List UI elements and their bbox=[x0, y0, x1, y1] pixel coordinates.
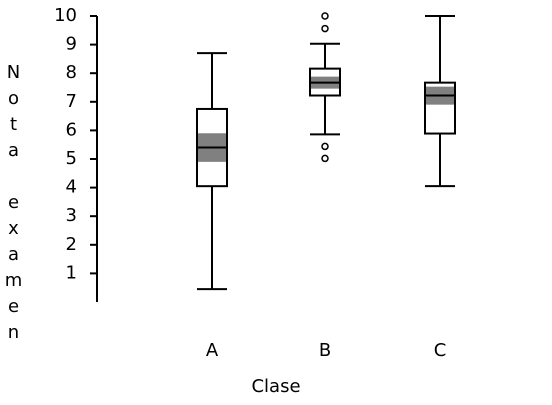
y-tick-label: 3 bbox=[66, 205, 77, 226]
x-tick-label: C bbox=[434, 340, 447, 361]
x-tick-label: A bbox=[206, 340, 219, 361]
flier bbox=[321, 142, 329, 151]
x-axis-label: Clase bbox=[251, 376, 300, 397]
flier bbox=[321, 12, 329, 20]
y-tick-label: 2 bbox=[66, 234, 77, 255]
y-tick-label: 5 bbox=[66, 148, 77, 169]
y-tick-label: 4 bbox=[66, 177, 77, 198]
y-tick-label: 7 bbox=[66, 91, 77, 112]
y-tick-label: 6 bbox=[66, 119, 77, 140]
y-axis-label: Nota examen bbox=[3, 62, 24, 348]
y-tick-label: 9 bbox=[66, 34, 77, 55]
flier bbox=[321, 24, 329, 33]
y-tick-label: 8 bbox=[66, 62, 77, 83]
x-tick-label: B bbox=[319, 340, 331, 361]
flier bbox=[321, 154, 329, 163]
y-tick-label: 10 bbox=[54, 5, 77, 26]
y-tick-label: 1 bbox=[66, 262, 77, 283]
